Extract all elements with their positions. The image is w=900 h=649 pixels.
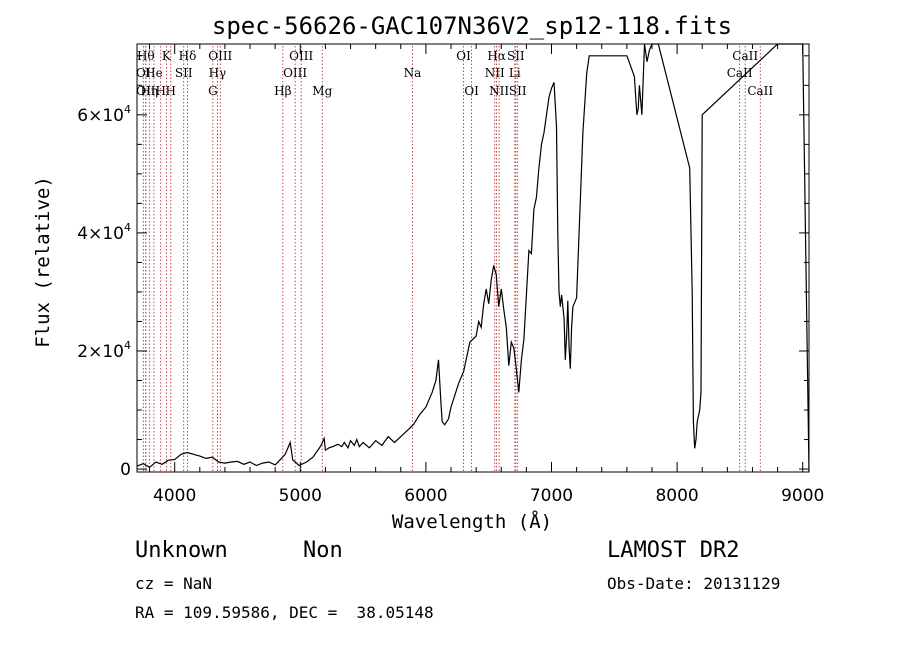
spectral-line-label: Mg xyxy=(312,84,332,98)
spectral-line-label: NII xyxy=(489,84,509,98)
spectral-line-label: Hη xyxy=(140,84,158,98)
x-tick-label: 7000 xyxy=(530,486,573,506)
spectral-line-label: SII xyxy=(175,66,193,80)
ra-dec-coordinates: RA = 109.59586, DEC = 38.05148 xyxy=(135,603,434,622)
spectral-line-label: H xyxy=(156,84,166,98)
spectral-line-label: K xyxy=(162,49,172,63)
line-marker-layer: OIHθOIIHηHeHKHSIIHδGHγOIIIHβOIIIOIIIMgNa… xyxy=(136,46,773,472)
y-tick-label: 4×104 xyxy=(77,221,131,244)
spectral-line-label: He xyxy=(145,66,163,80)
spectral-line-label: OI xyxy=(456,49,471,63)
y-tick-label: 6×104 xyxy=(77,103,131,126)
spectral-line-label: Hθ xyxy=(137,49,155,63)
object-subclass: Non xyxy=(303,538,343,563)
spectral-line-label: SII xyxy=(509,84,527,98)
spectral-line-label: CaII xyxy=(727,66,753,80)
x-tick-label: 4000 xyxy=(153,486,196,506)
spectral-line-label: OIII xyxy=(289,49,313,63)
spectral-line-label: G xyxy=(208,84,218,98)
spectral-line-label: OIII xyxy=(208,49,232,63)
spectral-line-label: CaII xyxy=(732,49,758,63)
survey-name: LAMOST DR2 xyxy=(607,538,740,563)
spectral-line-label: Hβ xyxy=(274,84,291,98)
x-axis-title: Wavelength (Å) xyxy=(392,510,552,533)
object-class: Unknown xyxy=(135,538,228,563)
spectral-line-label: Hα xyxy=(487,49,506,63)
axis-ticks: 4000 5000 6000 7000 8000 9000 0 2×104 4×104 6×104 xyxy=(77,44,824,506)
spectral-line-label: SII xyxy=(507,49,525,63)
spectrum-series-line xyxy=(136,43,810,473)
spectral-line-label: Li xyxy=(509,66,521,80)
spectral-line-label: Hδ xyxy=(179,49,197,63)
spectral-line-label: OII xyxy=(136,84,156,98)
chart-title: spec-56626-GAC107N36V2_sp12-118.fits xyxy=(212,12,732,40)
spectral-line-label: Na xyxy=(404,66,422,80)
spectral-line-label: CaII xyxy=(747,84,773,98)
x-tick-label: 8000 xyxy=(655,486,698,506)
y-tick-label: 2×104 xyxy=(77,339,131,362)
x-tick-label: 9000 xyxy=(781,486,824,506)
spectral-line-label: OI xyxy=(136,66,151,80)
x-tick-label: 6000 xyxy=(404,486,447,506)
observation-date: Obs-Date: 20131129 xyxy=(607,574,781,593)
spectral-line-label: Hγ xyxy=(209,66,227,80)
plot-frame xyxy=(136,43,810,473)
spectral-line-label: NII xyxy=(485,66,505,80)
y-tick-label: 0 xyxy=(120,460,131,480)
redshift-cz: cz = NaN xyxy=(135,574,213,593)
x-tick-label: 5000 xyxy=(279,486,322,506)
spectral-line-label: OIII xyxy=(283,66,307,80)
y-axis-title: Flux (relative) xyxy=(32,176,54,348)
axes xyxy=(136,43,810,473)
spectral-line-label: H xyxy=(166,84,176,98)
spectral-line-label: OI xyxy=(464,84,479,98)
